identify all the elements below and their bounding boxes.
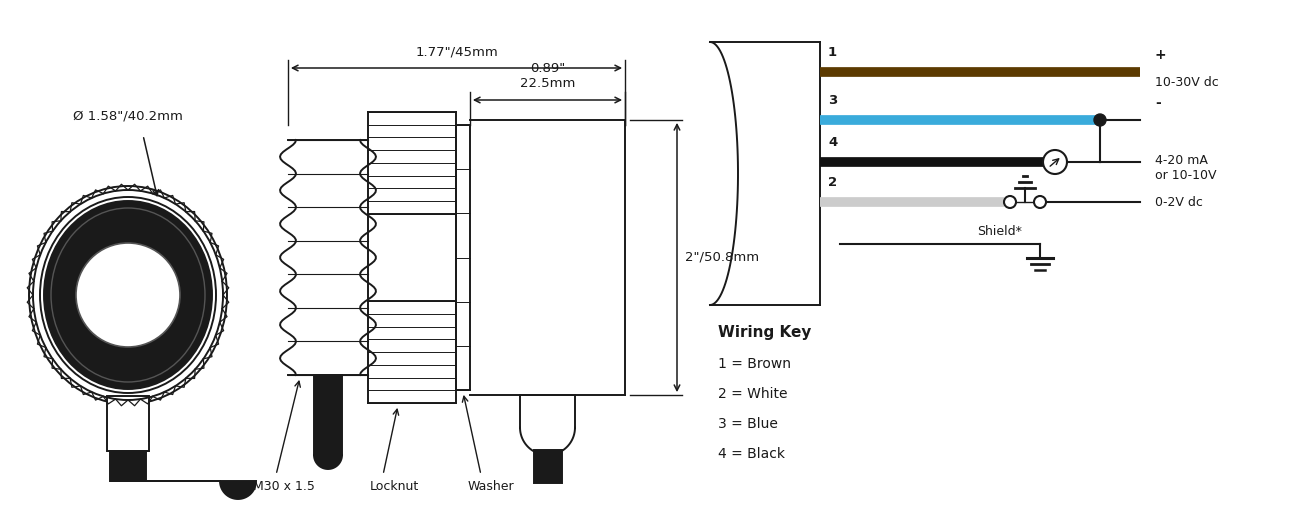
Polygon shape bbox=[314, 455, 342, 469]
Text: 4-20 mA
or 10-10V: 4-20 mA or 10-10V bbox=[1155, 154, 1217, 182]
Text: M30 x 1.5: M30 x 1.5 bbox=[254, 480, 315, 493]
Ellipse shape bbox=[44, 201, 212, 389]
Text: 10-30V dc: 10-30V dc bbox=[1155, 76, 1218, 89]
Polygon shape bbox=[314, 375, 342, 455]
Text: 2: 2 bbox=[829, 176, 836, 189]
Text: 1: 1 bbox=[829, 46, 836, 59]
Bar bbox=[110, 451, 146, 481]
Circle shape bbox=[1094, 114, 1106, 126]
Text: 3: 3 bbox=[829, 94, 838, 107]
Text: Wiring Key: Wiring Key bbox=[718, 325, 812, 340]
Text: Ø 1.58"/40.2mm: Ø 1.58"/40.2mm bbox=[73, 109, 183, 122]
Text: Washer: Washer bbox=[468, 480, 515, 493]
Circle shape bbox=[76, 243, 180, 347]
Ellipse shape bbox=[29, 186, 227, 404]
Text: -: - bbox=[1155, 96, 1161, 110]
Text: 3 = Blue: 3 = Blue bbox=[718, 417, 778, 431]
Text: +: + bbox=[1155, 48, 1167, 62]
Text: 1 = Brown: 1 = Brown bbox=[718, 357, 791, 371]
Text: 0.89"
22.5mm: 0.89" 22.5mm bbox=[520, 62, 575, 90]
Text: 4 = Black: 4 = Black bbox=[718, 447, 786, 461]
Text: Locknut: Locknut bbox=[370, 480, 420, 493]
Bar bbox=[107, 396, 149, 451]
Text: 0-2V dc: 0-2V dc bbox=[1155, 195, 1202, 209]
Text: 1.77"/45mm: 1.77"/45mm bbox=[416, 45, 498, 58]
Circle shape bbox=[1004, 196, 1016, 208]
Text: Shield*: Shield* bbox=[978, 225, 1022, 238]
Polygon shape bbox=[110, 481, 256, 499]
Text: 2 = White: 2 = White bbox=[718, 387, 788, 401]
Text: 4: 4 bbox=[829, 136, 838, 149]
Text: 2"/50.8mm: 2"/50.8mm bbox=[685, 251, 759, 264]
Circle shape bbox=[1034, 196, 1046, 208]
Polygon shape bbox=[533, 450, 562, 483]
